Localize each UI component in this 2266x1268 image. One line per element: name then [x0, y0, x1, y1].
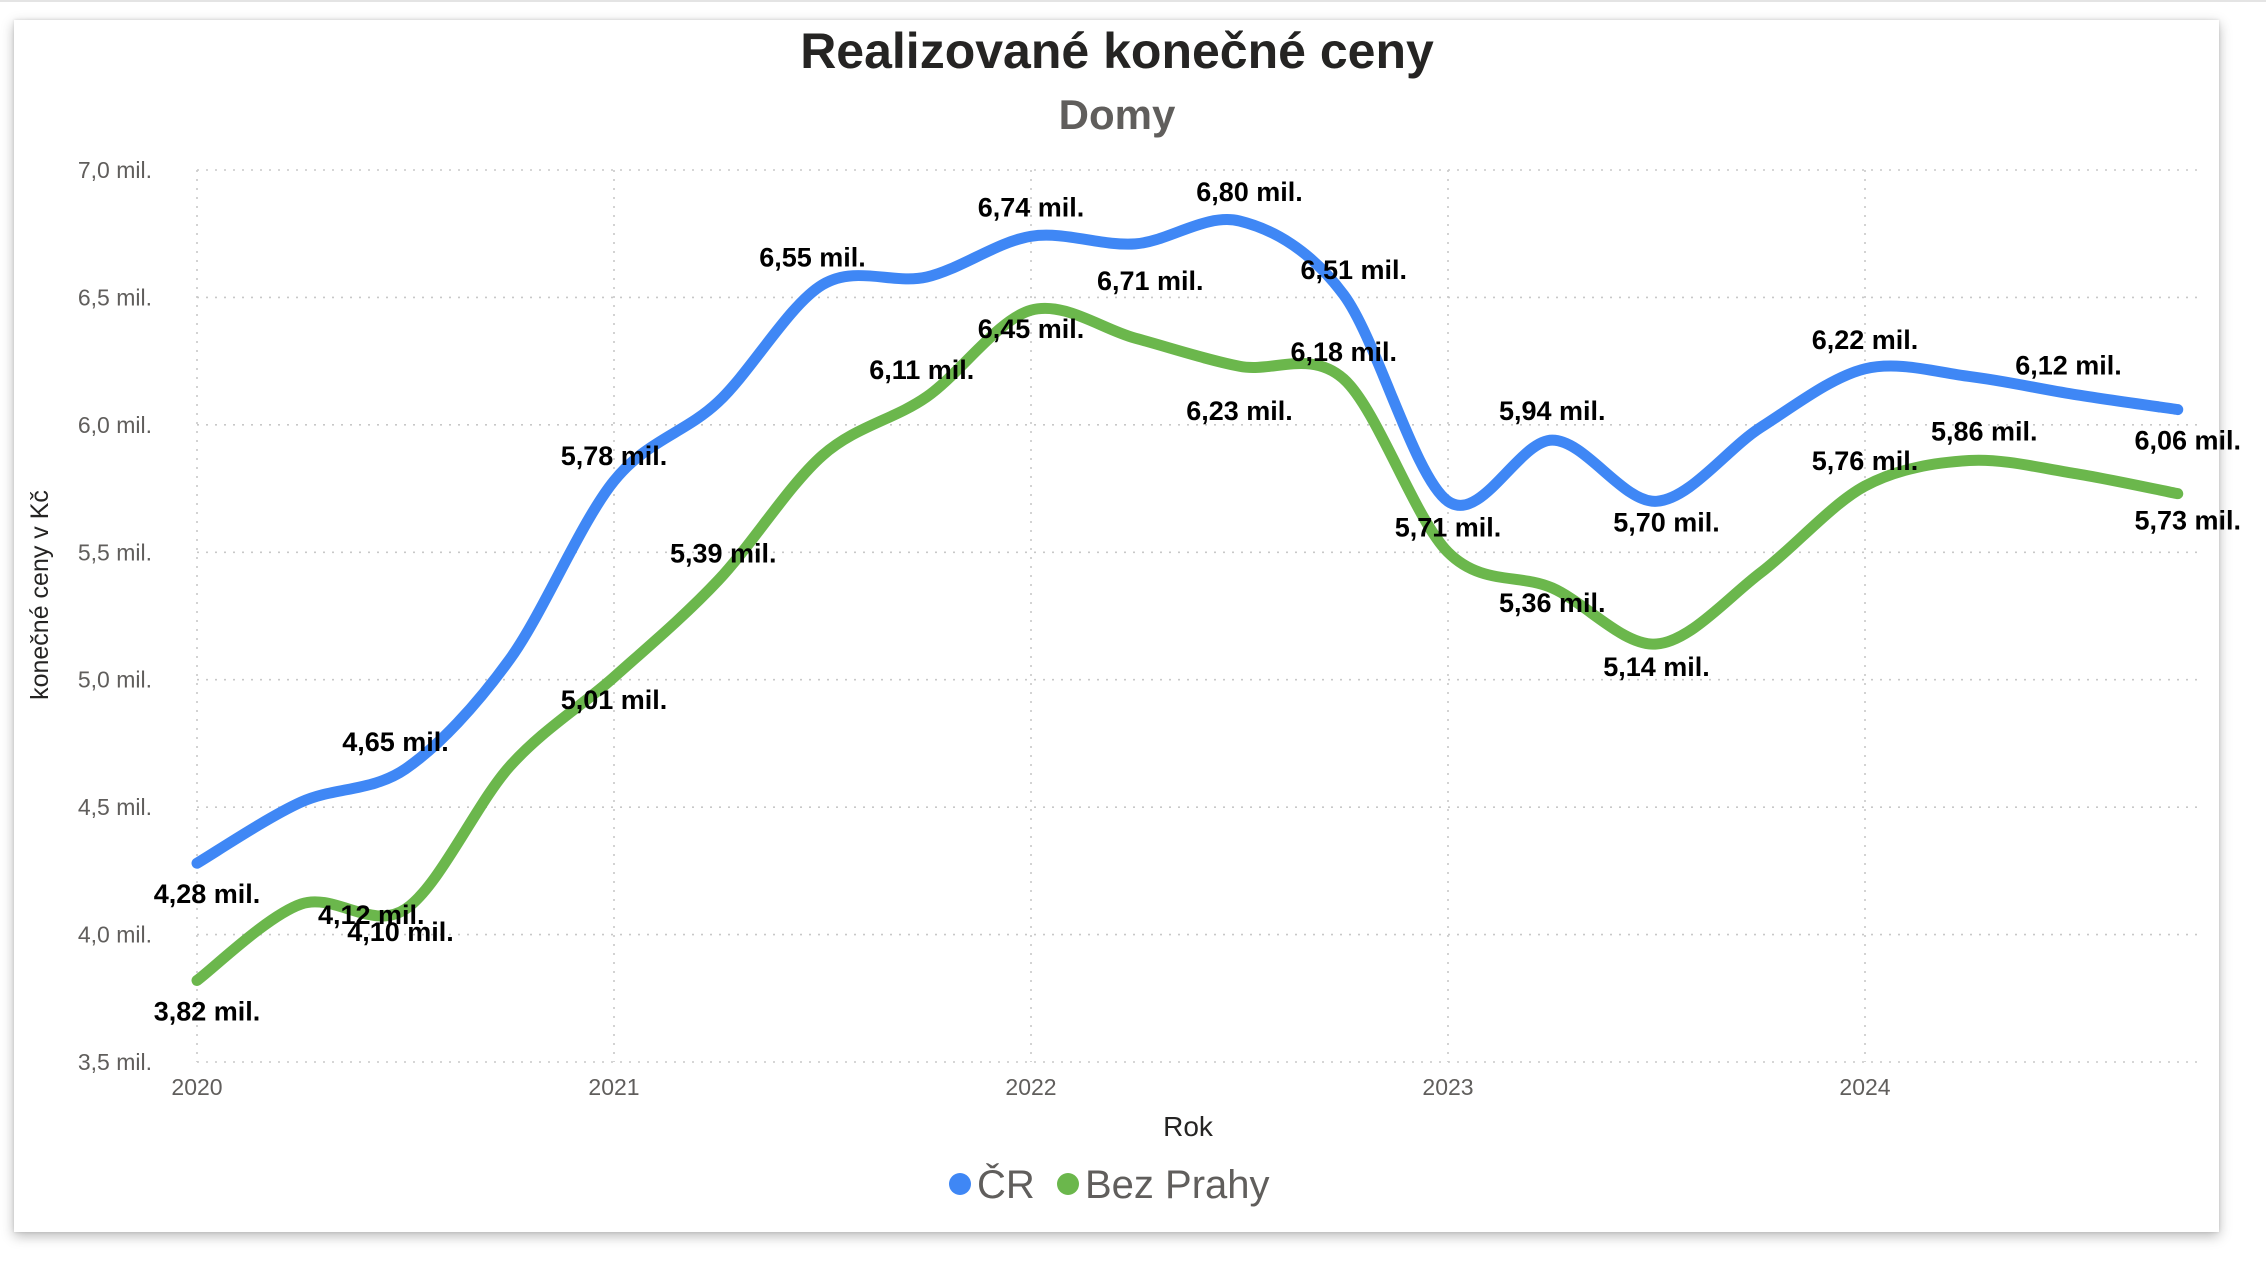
- data-label-cr: 6,12 mil.: [2015, 350, 2122, 380]
- data-label-cr: 6,22 mil.: [1812, 325, 1919, 355]
- x-tick-label: 2023: [1422, 1074, 1473, 1100]
- data-label-bez-prahy: 6,23 mil.: [1186, 396, 1293, 426]
- data-label-bez-prahy: 4,12 mil.: [318, 900, 425, 930]
- data-label-cr: 6,80 mil.: [1196, 177, 1303, 207]
- data-label-bez-prahy: 6,45 mil.: [978, 314, 1085, 344]
- y-tick-label: 3,5 mil.: [78, 1049, 152, 1075]
- top-border-line: [0, 0, 2266, 2]
- legend-label-bez-prahy: Bez Prahy: [1085, 1163, 1270, 1207]
- y-tick-label: 7,0 mil.: [78, 157, 152, 183]
- y-tick-label: 4,0 mil.: [78, 922, 152, 948]
- data-label-bez-prahy: 5,76 mil.: [1812, 446, 1919, 476]
- data-label-cr: 4,28 mil.: [154, 879, 261, 909]
- data-label-bez-prahy: 5,73 mil.: [2134, 506, 2241, 536]
- data-labels: 4,28 mil. 4,65 mil. 5,78 mil. 6,55 mil. 6,74…: [154, 177, 2241, 1026]
- legend: ČR Bez Prahy: [949, 1162, 1270, 1207]
- data-label-cr: 5,94 mil.: [1499, 396, 1606, 426]
- series-lines: [191, 214, 2184, 986]
- data-label-bez-prahy: 3,82 mil.: [154, 996, 261, 1026]
- y-tick-label: 6,0 mil.: [78, 412, 152, 438]
- data-label-bez-prahy: 5,01 mil.: [561, 685, 668, 715]
- y-axis-ticks: 3,5 mil. 4,0 mil. 4,5 mil. 5,0 mil. 5,5 mil.…: [78, 157, 152, 1075]
- data-label-cr: 4,65 mil.: [342, 727, 449, 757]
- data-label-cr: 5,70 mil.: [1613, 507, 1720, 537]
- data-label-bez-prahy: 5,14 mil.: [1603, 652, 1710, 682]
- data-label-bez-prahy: 5,86 mil.: [1931, 417, 2038, 447]
- data-label-bez-prahy: 5,71 mil.: [1395, 512, 1502, 542]
- x-tick-label: 2020: [171, 1074, 222, 1100]
- x-tick-label: 2022: [1005, 1074, 1056, 1100]
- y-tick-label: 5,0 mil.: [78, 667, 152, 693]
- chart-subtitle: Domy: [1059, 91, 1176, 138]
- y-tick-label: 6,5 mil.: [78, 284, 152, 310]
- data-label-cr: 5,78 mil.: [561, 441, 668, 471]
- chart-card: [14, 20, 2219, 1232]
- series-line-cr: [191, 214, 2184, 869]
- legend-label-cr: ČR: [977, 1162, 1035, 1207]
- x-axis-title: Rok: [1163, 1111, 1214, 1142]
- legend-marker-cr: [949, 1173, 971, 1195]
- data-label-bez-prahy: 5,39 mil.: [670, 538, 777, 568]
- data-label-bez-prahy: 5,36 mil.: [1499, 588, 1606, 618]
- data-label-cr: 6,06 mil.: [2134, 426, 2241, 456]
- x-tick-label: 2024: [1839, 1074, 1890, 1100]
- y-axis-title: konečné ceny v Kč: [26, 490, 54, 700]
- data-label-bez-prahy: 4,10 mil.: [347, 917, 454, 947]
- chart-title: Realizované konečné ceny: [800, 23, 1434, 79]
- x-axis-ticks: 2020 2021 2022 2023 2024: [171, 1074, 1890, 1100]
- data-label-cr: 6,71 mil.: [1097, 266, 1204, 296]
- data-label-cr: 6,74 mil.: [978, 192, 1085, 222]
- data-label-cr: 6,51 mil.: [1300, 255, 1407, 285]
- data-label-cr: 6,55 mil.: [759, 243, 866, 273]
- y-tick-label: 5,5 mil.: [78, 539, 152, 565]
- x-tick-label: 2021: [588, 1074, 639, 1100]
- gridlines: [196, 169, 2203, 1063]
- data-label-bez-prahy: 6,11 mil.: [869, 355, 974, 385]
- series-line-bez-prahy: [191, 302, 2184, 986]
- data-label-bez-prahy: 6,18 mil.: [1290, 337, 1397, 367]
- y-tick-label: 4,5 mil.: [78, 794, 152, 820]
- legend-marker-bez-prahy: [1057, 1173, 1079, 1195]
